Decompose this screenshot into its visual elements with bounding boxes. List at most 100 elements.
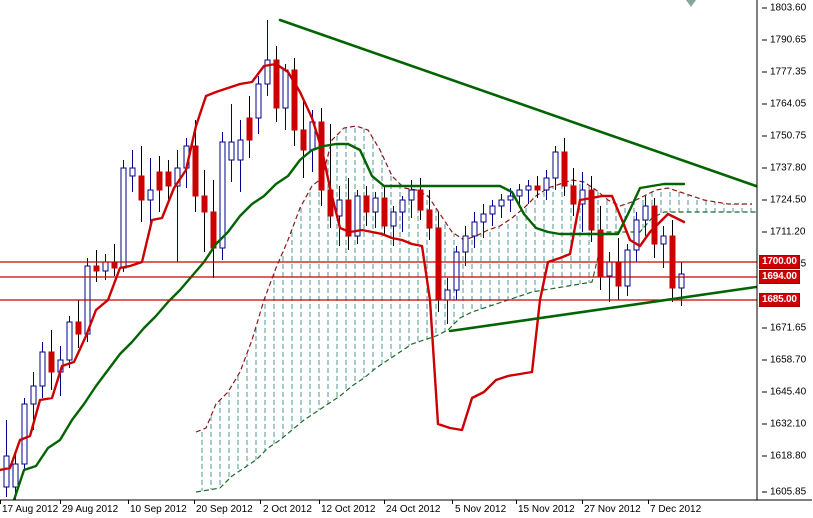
candlestick[interactable] [192,120,199,212]
candle-body [588,189,595,231]
candle-body [93,265,100,272]
candlestick[interactable] [642,196,649,236]
candle-body [30,385,37,405]
candlestick[interactable] [543,170,550,200]
time-axis-separator [319,500,320,504]
candlestick[interactable] [633,212,640,262]
price-axis-tick-label: 1645.40 [770,386,807,398]
candlestick[interactable] [228,104,235,182]
time-axis-separator [128,500,129,504]
candle-body [300,129,307,151]
descending-trendline[interactable] [278,18,757,188]
candlestick[interactable] [21,398,28,470]
candlestick[interactable] [66,316,73,368]
candle-body [165,171,172,187]
candle-body [462,235,469,253]
candlestick[interactable] [165,160,172,200]
ascending-trendline[interactable] [448,285,757,333]
candlestick[interactable] [453,246,460,300]
candlestick[interactable] [138,146,145,222]
candlestick[interactable] [201,170,208,252]
candlestick[interactable] [363,186,370,226]
price-axis-tick-label: 1605.85 [770,486,807,498]
tick-dash-icon [762,491,767,493]
price-level-tag[interactable]: 1700.00 [759,255,800,269]
candlestick[interactable] [75,300,82,348]
candle-body [471,221,478,237]
tick-dash-icon [762,39,767,41]
time-axis-tick-label: 24 Oct 2012 [386,504,441,515]
candlestick[interactable] [381,186,388,236]
candlestick[interactable] [147,158,154,230]
price-level-tag[interactable]: 1685.00 [759,293,800,307]
tick-dash-icon [762,71,767,73]
time-axis-tick-label: 15 Nov 2012 [518,504,575,515]
candlestick[interactable] [552,146,559,190]
candlestick[interactable] [48,330,55,390]
candle-body [453,251,460,291]
candlestick[interactable] [534,176,541,198]
candlestick[interactable] [579,172,586,232]
candlestick[interactable] [660,226,667,268]
candlestick[interactable] [264,20,271,96]
horizontal-price-levels[interactable] [0,261,757,301]
candlestick[interactable] [255,76,262,134]
price-level-tag[interactable]: 1694.00 [759,270,800,284]
candlestick[interactable] [39,342,46,398]
candlestick[interactable] [480,204,487,238]
tick-dash-icon [762,423,767,425]
candlestick[interactable] [237,120,244,192]
candlestick[interactable] [570,168,577,216]
candlestick[interactable] [300,100,307,178]
time-axis-tick-label: 2 Oct 2012 [263,504,312,515]
price-axis-tick: 1737.80 [762,163,806,174]
price-axis[interactable]: 1803.60 1790.65 1777.35 1764.05 1750.75 1737.… [757,0,813,518]
candle-body [480,213,487,223]
candlestick[interactable] [597,206,604,290]
candle-body [678,273,685,289]
price-axis-tick-label: 1632.10 [770,418,807,430]
price-axis-tick: 1632.10 [762,419,806,430]
candlestick[interactable] [120,160,127,272]
candle-body [399,199,406,213]
candlestick[interactable] [372,192,379,228]
candlestick[interactable] [156,156,163,212]
candlestick[interactable] [399,196,406,232]
candlestick[interactable] [246,96,253,158]
candlestick[interactable] [498,194,505,218]
tick-dash-icon [762,359,767,361]
time-axis[interactable]: 17 Aug 2012 29 Aug 2012 10 Sep 2012 20 Sep … [0,500,757,518]
tick-dash-icon [762,103,767,105]
candlestick[interactable] [489,200,496,226]
candlestick[interactable] [525,180,532,204]
candlestick[interactable] [345,178,352,250]
candlestick[interactable] [129,150,136,192]
candlestick-series[interactable] [3,20,685,500]
candle-body [543,177,550,191]
candle-body [237,139,244,161]
candle-body [75,321,82,335]
tick-dash-icon [762,167,767,169]
candlestick[interactable] [462,226,469,266]
price-axis-tick-label: 1724.50 [770,194,807,206]
candlestick[interactable] [336,186,343,246]
candle-body [417,189,424,211]
time-axis-tick-label: 20 Sep 2012 [196,504,253,515]
tick-dash-icon [762,455,767,457]
candlestick[interactable] [291,58,298,146]
price-axis-tick: 1711.20 [762,227,805,238]
candlestick[interactable] [471,212,478,248]
candlestick[interactable] [273,46,280,122]
candlestick[interactable] [588,176,595,242]
time-axis-separator [648,500,649,504]
candlestick[interactable] [354,190,361,244]
candle-body [381,197,388,227]
candle-body [192,145,199,197]
candlestick[interactable] [624,244,631,296]
candlestick[interactable] [426,190,433,240]
candlestick[interactable] [3,420,10,497]
candlestick[interactable] [561,138,568,196]
candle-body [12,463,19,488]
